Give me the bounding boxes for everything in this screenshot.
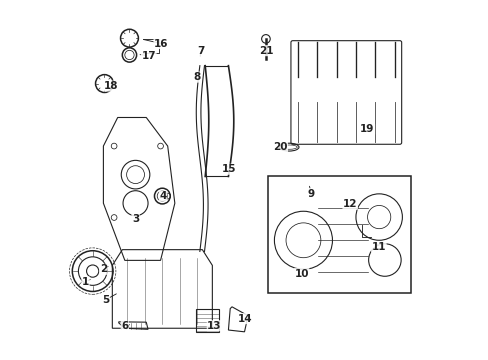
- Text: 3: 3: [132, 214, 139, 224]
- Text: 10: 10: [294, 269, 308, 279]
- Text: 9: 9: [307, 189, 314, 199]
- Text: 18: 18: [104, 81, 118, 91]
- Text: 21: 21: [258, 46, 273, 56]
- Text: 17: 17: [141, 51, 156, 61]
- Text: 20: 20: [272, 142, 287, 152]
- Text: 11: 11: [371, 242, 386, 252]
- Text: 16: 16: [154, 39, 168, 49]
- Text: 4: 4: [159, 191, 166, 201]
- Text: 14: 14: [238, 314, 252, 324]
- Bar: [196, 309, 219, 332]
- Text: 2: 2: [100, 264, 107, 274]
- Text: 6: 6: [121, 321, 128, 332]
- Text: 19: 19: [360, 124, 374, 134]
- Text: 15: 15: [221, 164, 236, 174]
- Bar: [267, 176, 410, 293]
- Text: 5: 5: [102, 295, 109, 305]
- Text: 8: 8: [193, 72, 200, 82]
- Text: 12: 12: [342, 199, 357, 209]
- Text: 13: 13: [207, 321, 221, 331]
- Text: 7: 7: [197, 46, 204, 56]
- Text: 1: 1: [82, 277, 89, 287]
